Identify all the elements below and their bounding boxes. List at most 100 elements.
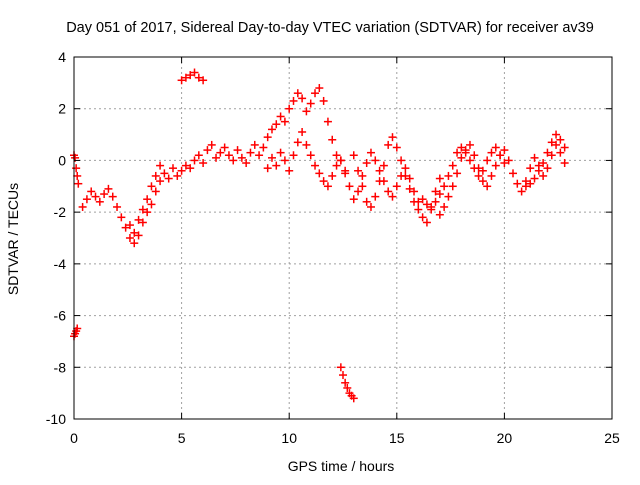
data-point: [272, 120, 281, 129]
data-point: [156, 177, 165, 186]
data-point: [491, 161, 500, 170]
data-point: [242, 159, 251, 168]
data-point: [560, 159, 569, 168]
data-point: [556, 135, 565, 144]
data-point: [130, 228, 139, 237]
data-point: [388, 133, 397, 142]
data-point: [552, 140, 561, 149]
data-point: [422, 200, 431, 209]
data-point: [414, 205, 423, 214]
data-point: [272, 161, 281, 170]
data-point: [500, 146, 509, 155]
data-point: [233, 146, 242, 155]
data-point: [181, 73, 190, 82]
data-point: [435, 174, 444, 183]
data-point: [483, 182, 492, 191]
x-tick-label: 20: [497, 430, 513, 446]
data-point: [543, 148, 552, 157]
data-point: [276, 148, 285, 157]
data-point: [332, 161, 341, 170]
x-tick-label: 10: [281, 430, 297, 446]
data-point: [263, 133, 272, 142]
data-point: [302, 107, 311, 116]
data-point: [491, 143, 500, 152]
grid: [74, 57, 612, 419]
data-point: [339, 371, 347, 380]
data-point: [358, 171, 367, 180]
data-point: [375, 177, 384, 186]
data-point: [349, 151, 358, 160]
x-tick-label: 25: [604, 430, 620, 446]
x-tick-label: 15: [389, 430, 405, 446]
data-point: [82, 195, 91, 204]
data-point: [323, 182, 332, 191]
data-point: [147, 182, 156, 191]
data-point: [487, 148, 496, 157]
plot-frame: [73, 56, 613, 420]
data-point: [448, 161, 457, 170]
data-point: [285, 104, 294, 113]
data-point: [117, 213, 126, 222]
data-point: [465, 140, 474, 149]
data-point: [177, 166, 186, 175]
data-point: [457, 143, 466, 152]
data-point: [371, 156, 380, 165]
data-point: [280, 117, 289, 126]
data-point: [345, 182, 354, 191]
data-point: [186, 71, 195, 80]
data-point: [74, 179, 83, 188]
data-point: [530, 174, 539, 183]
data-point: [539, 171, 548, 180]
data-point: [229, 156, 238, 165]
data-point: [366, 202, 375, 211]
data-point: [517, 187, 526, 196]
data-point: [319, 96, 328, 105]
data-point: [397, 156, 406, 165]
data-point: [332, 151, 341, 160]
data-point: [194, 151, 203, 160]
data-point: [410, 197, 419, 206]
data-point: [143, 195, 152, 204]
data-point: [543, 164, 552, 173]
y-tick-label: -10: [46, 411, 66, 427]
y-tick-label: 4: [58, 49, 66, 65]
data-point: [483, 156, 492, 165]
data-point: [422, 218, 431, 227]
data-point: [362, 159, 371, 168]
data-point: [509, 169, 518, 178]
data-point: [164, 174, 173, 183]
data-point: [203, 146, 212, 155]
data-point: [199, 76, 208, 85]
data-point: [500, 159, 509, 168]
data-point: [151, 187, 160, 196]
y-tick-label: -4: [54, 256, 67, 272]
data-point: [453, 169, 462, 178]
data-point: [401, 164, 410, 173]
data-point: [401, 171, 410, 180]
data-point: [418, 213, 427, 222]
data-point: [160, 169, 169, 178]
data-point: [358, 182, 367, 191]
data-point: [212, 153, 221, 162]
data-point: [354, 166, 363, 175]
data-point: [220, 143, 229, 152]
data-point: [289, 96, 298, 105]
data-point: [343, 383, 352, 392]
data-point: [267, 125, 276, 134]
data-point: [108, 192, 117, 201]
data-point: [259, 143, 268, 152]
data-point: [478, 177, 487, 186]
data-point: [328, 135, 337, 144]
data-point: [444, 192, 453, 201]
data-point: [444, 171, 453, 180]
data-point: [186, 164, 195, 173]
data-point: [457, 153, 466, 162]
data-point: [190, 68, 199, 77]
data-point: [285, 166, 294, 175]
data-point: [504, 156, 513, 165]
y-tick-label: -6: [54, 308, 67, 324]
data-point: [539, 159, 548, 168]
data-point: [147, 200, 156, 209]
data-point: [95, 197, 104, 206]
